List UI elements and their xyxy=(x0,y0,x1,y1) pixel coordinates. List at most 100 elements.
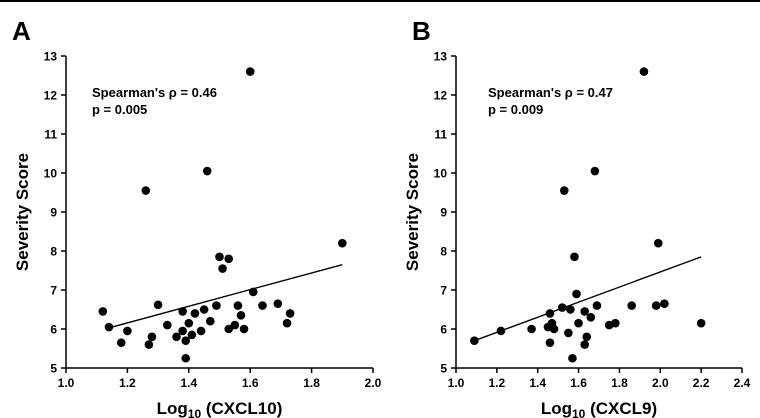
data-point xyxy=(144,340,154,349)
y-axis-label: Severity Score xyxy=(403,153,422,271)
x-tick-label: 1.0 xyxy=(448,376,465,390)
data-point xyxy=(496,326,506,336)
data-point xyxy=(273,299,283,308)
data-point xyxy=(564,328,573,338)
data-point xyxy=(470,336,479,346)
data-point xyxy=(245,67,255,76)
y-tick-label: 10 xyxy=(44,167,58,181)
x-axis-label-subscript: 10 xyxy=(188,407,202,418)
data-point xyxy=(236,311,246,320)
data-point xyxy=(116,338,126,347)
data-point xyxy=(545,338,555,347)
y-tick-label: 6 xyxy=(440,323,447,337)
data-point xyxy=(230,320,240,330)
data-point xyxy=(212,301,221,310)
data-point xyxy=(141,186,151,195)
x-tick-label: 1.6 xyxy=(242,376,259,390)
x-tick-label: 1.4 xyxy=(180,376,197,390)
data-point xyxy=(104,322,114,332)
data-point xyxy=(178,307,187,316)
data-point xyxy=(184,318,194,328)
data-point xyxy=(282,318,292,328)
x-tick-label: 2.0 xyxy=(652,376,669,390)
x-tick-label: 2.2 xyxy=(693,376,710,390)
x-axis-label-subscript: 10 xyxy=(572,407,586,418)
data-point xyxy=(285,309,295,318)
data-point xyxy=(215,252,224,262)
y-tick-label: 8 xyxy=(50,245,57,259)
data-point xyxy=(570,252,579,262)
y-axis-label: Severity Score xyxy=(13,153,32,271)
data-point xyxy=(338,238,347,248)
data-point xyxy=(590,166,600,176)
x-tick-label: 1.4 xyxy=(529,376,546,390)
data-point xyxy=(178,326,187,336)
data-point xyxy=(582,332,592,342)
x-tick-label: 1.2 xyxy=(489,376,506,390)
y-tick-label: 11 xyxy=(434,128,447,142)
data-point xyxy=(557,303,567,312)
data-point xyxy=(566,305,575,314)
y-tick-label: 12 xyxy=(44,89,58,103)
y-tick-label: 5 xyxy=(50,362,57,376)
data-point xyxy=(181,336,191,346)
data-point xyxy=(639,67,649,76)
data-point xyxy=(568,353,577,363)
y-tick-label: 8 xyxy=(440,245,447,259)
data-point xyxy=(147,332,157,342)
data-point xyxy=(205,316,215,326)
data-point xyxy=(580,340,589,349)
data-point xyxy=(224,254,234,264)
data-point xyxy=(653,238,663,248)
data-point xyxy=(181,353,191,363)
x-axis-label-rest: (CXCL9) xyxy=(585,399,657,418)
data-point xyxy=(696,318,706,328)
stats-annotation: p = 0.005 xyxy=(92,102,147,117)
data-point xyxy=(574,318,583,328)
regression-line xyxy=(474,256,702,342)
data-point xyxy=(190,309,200,318)
data-point xyxy=(580,307,589,316)
data-point xyxy=(202,166,212,176)
data-point xyxy=(527,324,536,334)
data-point xyxy=(239,324,249,334)
x-axis-label: Log10 (CXCL10) xyxy=(157,399,283,418)
y-tick-label: 7 xyxy=(440,284,447,298)
data-point xyxy=(153,300,163,310)
data-point xyxy=(98,307,108,316)
data-point xyxy=(627,301,636,310)
regression-line xyxy=(111,263,343,328)
data-point xyxy=(586,313,596,322)
data-point xyxy=(545,309,555,318)
stats-annotation: Spearman's ρ = 0.46 xyxy=(92,85,217,100)
stats-annotation: Spearman's ρ = 0.47 xyxy=(488,85,613,100)
y-tick-label: 13 xyxy=(434,50,448,64)
data-point xyxy=(218,264,227,273)
data-point xyxy=(572,289,581,299)
y-tick-label: 13 xyxy=(44,50,58,64)
x-tick-label: 2.0 xyxy=(365,376,382,390)
panel-letter: B xyxy=(412,16,431,46)
data-point xyxy=(559,186,569,195)
data-point xyxy=(549,324,559,334)
x-tick-label: 2.4 xyxy=(734,376,751,390)
x-axis-label-main: Log xyxy=(541,399,572,418)
data-point xyxy=(611,318,620,328)
stats-annotation: p = 0.009 xyxy=(488,102,543,117)
x-axis-label-rest: (CXCL10) xyxy=(201,399,282,418)
x-tick-label: 1.8 xyxy=(611,376,628,390)
data-point xyxy=(224,324,234,334)
data-point xyxy=(233,301,243,310)
y-tick-label: 10 xyxy=(434,167,448,181)
data-point xyxy=(651,301,661,310)
data-point xyxy=(187,330,197,340)
x-tick-label: 1.6 xyxy=(570,376,587,390)
data-point xyxy=(163,320,172,330)
x-tick-label: 1.0 xyxy=(58,376,75,390)
y-tick-label: 9 xyxy=(440,206,447,220)
data-point xyxy=(592,301,602,310)
y-tick-label: 6 xyxy=(50,323,57,337)
data-point xyxy=(258,301,267,310)
panel-a: A 5 6 7 8 9 10 11 12 13 1.0 1.2 1.4 1.6 1.8 2.0 Severity… xyxy=(12,16,382,418)
